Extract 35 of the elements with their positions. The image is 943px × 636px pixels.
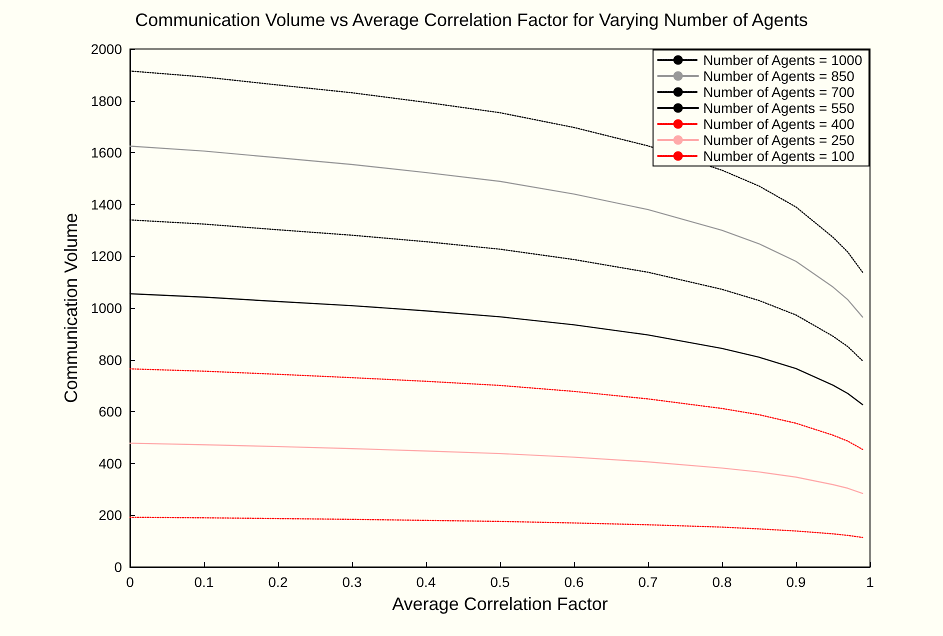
legend-label: Number of Agents = 100 bbox=[703, 148, 855, 164]
line-series bbox=[129, 368, 864, 450]
legend-label: Number of Agents = 250 bbox=[703, 132, 855, 148]
x-tick-label: 0.1 bbox=[194, 574, 214, 590]
y-tick-label: 400 bbox=[98, 455, 122, 472]
y-tick-label: 0 bbox=[114, 559, 122, 575]
x-tick-label: 0.6 bbox=[564, 574, 584, 590]
x-tick-label: 1 bbox=[866, 574, 874, 590]
x-tick-label: 0.9 bbox=[786, 574, 806, 590]
y-tick-label: 1200 bbox=[90, 248, 122, 264]
legend-label: Number of Agents = 850 bbox=[703, 68, 855, 84]
legend-label: Number of Agents = 1000 bbox=[703, 52, 862, 68]
x-tick-label: 0.7 bbox=[638, 574, 658, 590]
y-tick-label: 600 bbox=[98, 404, 122, 420]
x-axis-title: Average Correlation Factor bbox=[392, 594, 608, 614]
line-series bbox=[129, 516, 864, 538]
y-tick-label: 1600 bbox=[90, 144, 122, 161]
y-tick-label: 1000 bbox=[90, 300, 122, 316]
x-tick-label: 0.2 bbox=[268, 574, 288, 590]
chart-title: Communication Volume vs Average Correlation Factor for Varying Number of Agents bbox=[135, 10, 808, 30]
y-tick-label: 1800 bbox=[90, 92, 122, 109]
x-tick-label: 0.8 bbox=[712, 574, 732, 590]
line-series bbox=[129, 442, 864, 494]
y-tick-label: 200 bbox=[98, 507, 122, 524]
legend-label: Number of Agents = 550 bbox=[703, 100, 855, 116]
x-tick-label: 0 bbox=[126, 574, 134, 590]
y-tick-label: 2000 bbox=[90, 41, 122, 57]
x-tick-label: 0.4 bbox=[416, 574, 436, 590]
x-tick-label: 0.5 bbox=[490, 574, 510, 590]
y-tick-label: 1400 bbox=[90, 196, 122, 212]
legend-label: Number of Agents = 700 bbox=[703, 84, 855, 100]
y-tick-label: 800 bbox=[98, 352, 122, 368]
legend-label: Number of Agents = 400 bbox=[703, 116, 855, 132]
y-axis-title: Communication Volume bbox=[60, 212, 81, 404]
x-tick-label: 0.3 bbox=[342, 574, 362, 590]
